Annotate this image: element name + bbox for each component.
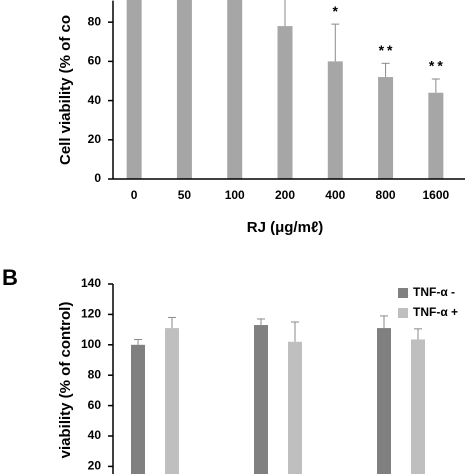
legend-swatch <box>398 308 408 318</box>
error-bar <box>414 328 422 340</box>
bar <box>428 92 444 179</box>
x-tick-label: 800 <box>376 188 396 202</box>
error-bar <box>291 321 299 342</box>
y-tick-label: 40 <box>88 428 102 442</box>
x-tick-label: 1600 <box>423 188 450 202</box>
bar <box>227 0 243 180</box>
panel-label: B <box>2 265 18 290</box>
bar <box>126 0 142 180</box>
error-bar <box>380 315 388 329</box>
y-tick-label: 100 <box>81 337 101 351</box>
y-tick-label: 120 <box>81 307 101 321</box>
y-tick-label: 80 <box>88 367 102 381</box>
y-tick-label: 140 <box>81 276 101 290</box>
x-tick-label: 200 <box>275 188 295 202</box>
bar <box>277 26 293 180</box>
annotation: * <box>333 3 341 19</box>
error-bar <box>134 338 142 345</box>
bar <box>377 328 391 474</box>
y-tick-label: 20 <box>88 132 102 146</box>
bar <box>288 341 302 474</box>
y-tick-label: 0 <box>94 171 101 185</box>
y-tick-label: 20 <box>88 459 102 473</box>
annotation: ** <box>379 42 396 58</box>
bars-a <box>126 0 444 180</box>
x-tick-label: 0 <box>131 188 138 202</box>
legend-label: TNF-α + <box>413 305 458 319</box>
error-bar <box>381 62 390 78</box>
annotation: ** <box>429 58 446 74</box>
error-bar <box>257 318 265 326</box>
x-tick-label: 400 <box>325 188 345 202</box>
y-tick-label: 60 <box>88 54 102 68</box>
y-axis-label: viability (% of control) <box>57 302 74 459</box>
bar <box>176 0 192 180</box>
y-tick-label: 40 <box>88 93 102 107</box>
bar <box>165 328 179 474</box>
y-tick-label: 80 <box>88 14 102 28</box>
error-bar <box>284 0 286 27</box>
y-tick-label: 60 <box>88 398 102 412</box>
y-axis-label: Cell viability (% of co <box>57 15 74 165</box>
bar <box>254 325 268 474</box>
error-bar <box>168 316 176 329</box>
x-axis-label: RJ (μg/mℓ) <box>247 219 324 236</box>
legend-label: TNF-α - <box>413 285 455 299</box>
x-tick-label: 100 <box>225 188 245 202</box>
bar <box>327 61 343 179</box>
x-tick-label: 50 <box>178 188 192 202</box>
legend-swatch <box>398 288 408 298</box>
error-bar <box>331 23 340 62</box>
bar <box>131 344 145 474</box>
bar <box>411 339 425 474</box>
error-bar <box>431 78 440 93</box>
bar <box>378 77 394 179</box>
